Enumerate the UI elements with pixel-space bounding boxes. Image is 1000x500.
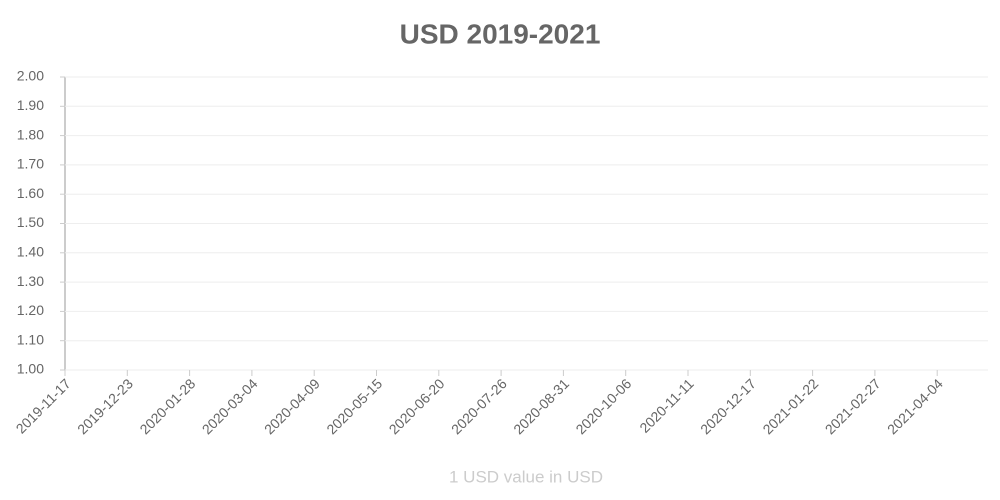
x-tick-label: 2020-10-06	[572, 375, 634, 437]
x-tick-label: 2020-11-11	[636, 375, 697, 436]
x-tick-label: 2020-01-28	[136, 375, 198, 437]
x-tick-label: 2019-11-17	[13, 375, 74, 436]
y-tick-label: 2.00	[17, 68, 44, 84]
x-tick-label: 2021-02-27	[822, 375, 884, 437]
x-tick-label: 2020-06-20	[386, 375, 448, 437]
y-tick-label: 1.30	[17, 273, 44, 289]
y-tick-label: 1.60	[17, 185, 44, 201]
y-tick-label: 1.70	[17, 156, 44, 172]
x-tick-label: 2020-07-26	[448, 375, 510, 437]
x-tick-label: 2021-04-04	[884, 375, 946, 437]
x-tick-label: 2021-01-22	[759, 375, 821, 437]
y-tick-label: 1.90	[17, 97, 44, 113]
x-tick-label: 2020-03-04	[199, 375, 261, 437]
x-tick-label: 2019-12-23	[74, 375, 136, 437]
x-tick-label: 2020-05-15	[323, 375, 385, 437]
y-tick-label: 1.20	[17, 302, 44, 318]
chart-title: USD 2019-2021	[400, 18, 601, 49]
x-tick-label: 2020-08-31	[510, 375, 572, 437]
y-tick-label: 1.10	[17, 331, 44, 347]
y-tick-label: 1.80	[17, 126, 44, 142]
y-tick-label: 1.40	[17, 244, 44, 260]
x-axis-label: 1 USD value in USD	[449, 467, 603, 486]
x-tick-label: 2020-04-09	[261, 375, 323, 437]
x-tick-label: 2020-12-17	[697, 375, 759, 437]
y-tick-label: 1.50	[17, 214, 44, 230]
y-tick-label: 1.00	[17, 361, 44, 377]
